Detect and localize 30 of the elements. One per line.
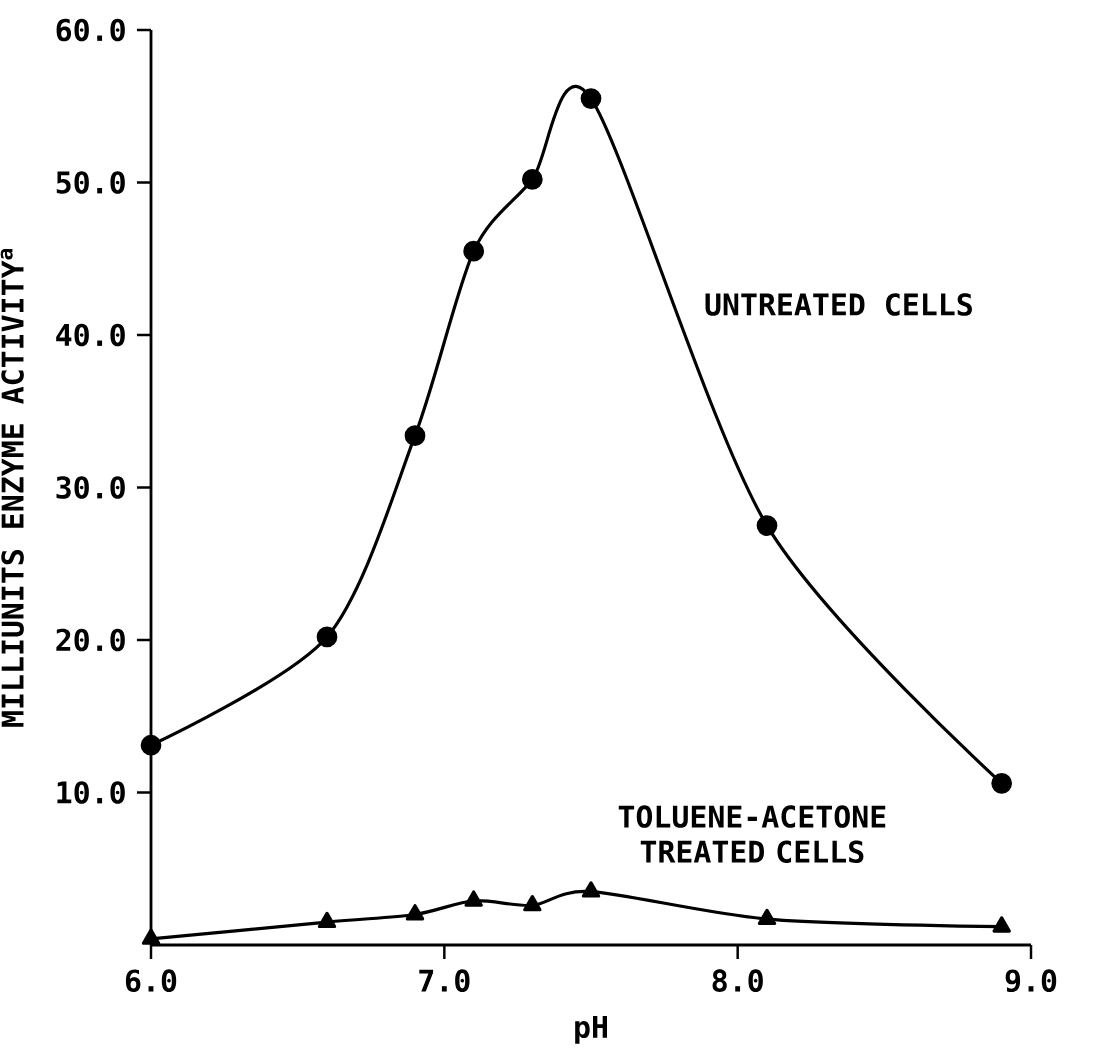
y-tick-label: 60.0 [56, 18, 125, 42]
point [580, 88, 602, 109]
y-axis-title: MILLIUNITS ENZYME ACTIVITY$^{a}$ [0, 249, 24, 727]
y-tick-label: 10.0 [57, 781, 125, 804]
point [316, 626, 338, 648]
point [317, 911, 337, 929]
point [992, 916, 1011, 933]
x-tick-label: 7.0 [419, 969, 470, 992]
point [404, 425, 426, 447]
y-tick-label: 50.0 [56, 171, 125, 194]
y-tick-label: 30.0 [56, 476, 125, 499]
point [756, 515, 778, 536]
point [581, 881, 601, 898]
point [523, 894, 542, 912]
point [521, 169, 543, 190]
point [464, 890, 483, 907]
y-tick-label: 20.0 [56, 628, 125, 652]
point [140, 734, 162, 756]
point [141, 928, 161, 945]
x-axis-title: pH [575, 1015, 607, 1044]
x-tick-label: 9.0 [1005, 969, 1057, 993]
point [991, 772, 1013, 794]
x-tick-label: 8.0 [712, 969, 763, 992]
series-label: UNTREATED CELLS [705, 293, 972, 316]
series-label: TOLUENE-ACETONE TREATED CELLS [618, 805, 886, 864]
y-tick-label: 40.0 [56, 323, 125, 347]
x-tick-label: 6.0 [125, 969, 177, 992]
point [463, 240, 485, 262]
point [757, 908, 777, 926]
point [405, 904, 425, 921]
